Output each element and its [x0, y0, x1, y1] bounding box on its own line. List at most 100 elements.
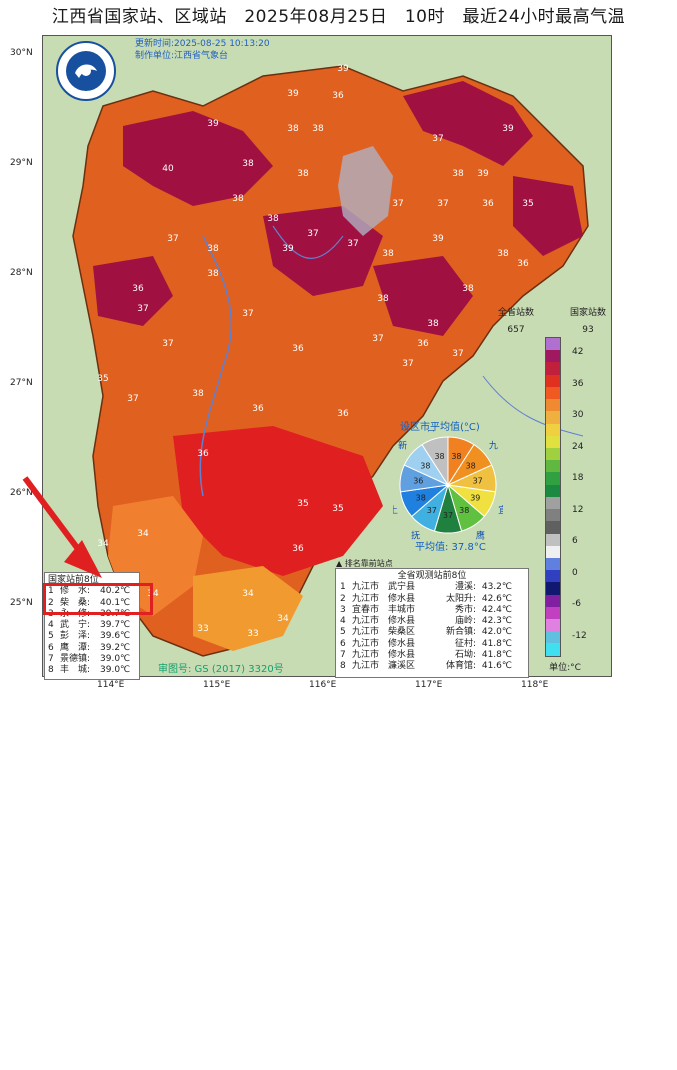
map-temp-label: 38 [242, 159, 254, 169]
map-temp-label: 38 [497, 249, 509, 259]
red-arrow-icon [10, 470, 130, 1070]
color-bar-tick: 6 [572, 536, 578, 546]
map-temp-label: 39 [502, 124, 514, 134]
map-temp-label: 38 [297, 169, 309, 179]
all-top-city: 九江市 [352, 639, 388, 650]
pie-slice-value: 36 [413, 477, 423, 486]
map-temp-label: 38 [382, 249, 394, 259]
all-top-val: 43.2℃ [476, 582, 512, 593]
color-bar-tick: -6 [572, 599, 581, 609]
map-temp-label: 33 [247, 629, 258, 639]
color-bar-segment [546, 448, 560, 460]
color-bar-segment [546, 558, 560, 570]
pie-slice-value: 39 [470, 493, 480, 502]
pie-slice-value: 37 [427, 506, 437, 515]
all-top-rank: 8 [340, 661, 352, 672]
pie-slice-value: 38 [451, 452, 461, 461]
pie-slice-city: 上 [393, 505, 398, 516]
map-temp-label: 37 [452, 349, 463, 359]
map-temp-label: 38 [207, 244, 219, 254]
outer-river [483, 376, 583, 436]
lat-tick: 29°N [10, 158, 33, 168]
all-top-county: 丰城市 [388, 605, 424, 616]
map-temp-label: 35 [297, 499, 308, 509]
all-top-station: 征村: [424, 639, 476, 650]
color-bar-tick: 24 [572, 442, 583, 452]
map-temp-label: 38 [287, 124, 299, 134]
color-bar-segment [546, 595, 560, 607]
map-temp-label: 37 [167, 234, 178, 244]
map-temp-label: 39 [477, 169, 489, 179]
all-top-county: 修水县 [388, 616, 424, 627]
color-bar-segment [546, 387, 560, 399]
all-top-city: 九江市 [352, 650, 388, 661]
map-temp-label: 37 [437, 199, 448, 209]
color-bar-tick: 30 [572, 410, 583, 420]
map-temp-label: 36 [332, 91, 344, 101]
pie-slice-value: 38 [434, 452, 444, 461]
all-top-station: 秀市: [424, 605, 476, 616]
map-temp-label: 39 [432, 234, 444, 244]
color-bar-segment [546, 607, 560, 619]
color-bar-segment [546, 460, 560, 472]
map-temp-label: 38 [232, 194, 244, 204]
all-top-rank: 1 [340, 582, 352, 593]
pie-slice-value: 37 [473, 477, 483, 486]
color-bar-segment [546, 534, 560, 546]
all-top-val: 42.6℃ [476, 594, 512, 605]
map-temp-label: 36 [252, 404, 264, 414]
pie-slice-value: 38 [466, 461, 476, 470]
color-bar-segment [546, 619, 560, 631]
all-top-val: 42.3℃ [476, 616, 512, 627]
pie-slice-value: 38 [420, 461, 430, 470]
color-bar-segment [546, 338, 560, 350]
map-temp-label: 37 [307, 229, 318, 239]
pie-slice-city: 九 [489, 441, 498, 452]
color-bar-segment [546, 399, 560, 411]
pie-slice-value: 38 [416, 493, 426, 502]
all-top-city: 宜春市 [352, 605, 388, 616]
color-bar-segment [546, 546, 560, 558]
color-bar-segment [546, 436, 560, 448]
all-top-val: 41.8℃ [476, 650, 512, 661]
map-temp-label: 35 [97, 374, 108, 384]
unit-label: 单位:°C [535, 660, 595, 673]
all-top-title: 全省观测站前8位 [340, 571, 524, 582]
map-temp-label: 38 [312, 124, 324, 134]
cma-logo-icon [55, 40, 117, 102]
all-top-rank: 4 [340, 616, 352, 627]
map-temp-label: 36 [197, 449, 209, 459]
pie-slice-city: 赣 [460, 430, 469, 433]
color-bar-tick: 18 [572, 473, 583, 483]
map-temp-label: 34 [137, 529, 149, 539]
all-top-county: 修水县 [388, 650, 424, 661]
map-temp-label: 37 [162, 339, 173, 349]
lat-tick: 27°N [10, 378, 33, 388]
pie-slice-city: 新 [398, 440, 407, 452]
map-temp-label: 37 [372, 334, 383, 344]
color-bar-tick: 12 [572, 505, 583, 515]
color-bar-segment [546, 362, 560, 374]
map-temp-label: 39 [287, 89, 299, 99]
all-top-val: 41.8℃ [476, 639, 512, 650]
color-bar-tick: 36 [572, 379, 583, 389]
lat-tick: 30°N [10, 48, 33, 58]
all-station-count: 657 [498, 325, 534, 335]
color-bar-segment [546, 411, 560, 423]
map-meta: 更新时间:2025-08-25 10:13:20 制作单位:江西省气象台 [135, 38, 270, 62]
color-bar-segment [546, 472, 560, 484]
color-bar-tick: 0 [572, 568, 578, 578]
all-top-station: 体育馆: [424, 661, 476, 672]
map-temp-label: 37 [392, 199, 403, 209]
color-bar-segment [546, 582, 560, 594]
all-top-val: 42.4℃ [476, 605, 512, 616]
map-temp-label: 36 [292, 544, 304, 554]
pie-slice-city: 宜 [498, 504, 503, 516]
all-top-county: 柴桑区 [388, 627, 424, 638]
